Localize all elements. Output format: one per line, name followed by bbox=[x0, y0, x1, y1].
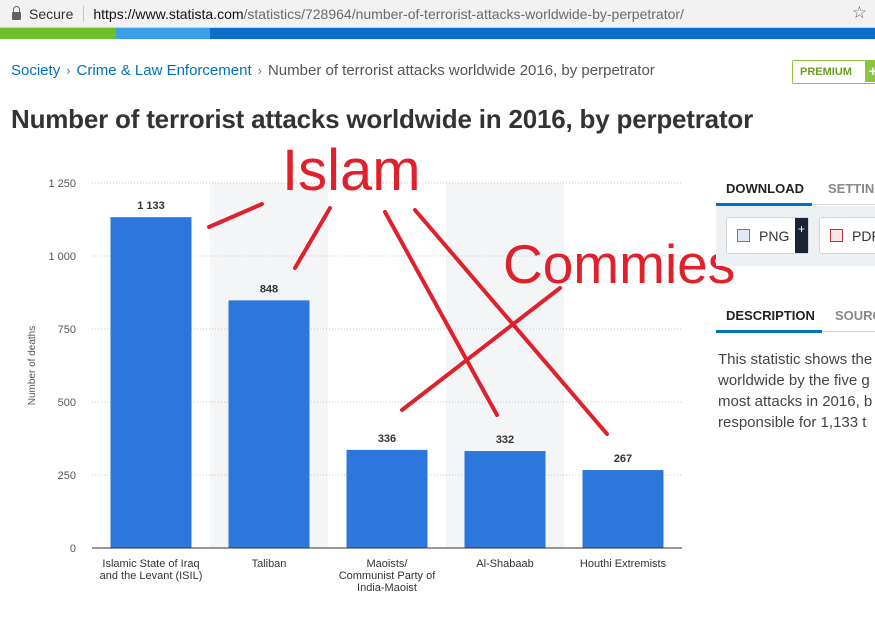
active-tab-indicator bbox=[716, 203, 812, 206]
data-label: 848 bbox=[260, 283, 278, 295]
y-tick-label: 1 000 bbox=[48, 251, 76, 263]
png-download-button[interactable]: PNG + bbox=[726, 217, 809, 254]
address-bar[interactable]: Secure https://www.statista.com/statisti… bbox=[0, 0, 875, 28]
x-tick-label: India-Maoist bbox=[357, 582, 417, 594]
nav-segment bbox=[116, 28, 210, 39]
description-text: This statistic shows the worldwide by th… bbox=[718, 349, 872, 433]
data-label: 336 bbox=[378, 433, 396, 445]
data-label: 332 bbox=[496, 434, 514, 446]
plus-icon: + bbox=[865, 61, 875, 82]
tab-download[interactable]: DOWNLOAD bbox=[726, 181, 804, 196]
x-tick-label: Maoists/ bbox=[367, 558, 409, 570]
chevron-right-icon: › bbox=[257, 63, 262, 78]
y-axis-label: Number of deaths bbox=[27, 326, 38, 406]
tab-settings[interactable]: SETTING bbox=[828, 181, 875, 196]
bar-chart: 0 250 500 750 1 000 1 250 Number of deaths 1 13… bbox=[27, 178, 682, 594]
active-tab-indicator bbox=[716, 330, 822, 333]
image-file-icon bbox=[737, 229, 750, 242]
x-tick-label: Taliban bbox=[252, 558, 287, 570]
pdf-file-icon bbox=[830, 229, 843, 242]
bar bbox=[228, 300, 310, 548]
description-line: responsible for 1,133 t bbox=[718, 414, 867, 431]
data-label: 267 bbox=[614, 453, 632, 465]
y-tick-label: 500 bbox=[58, 397, 76, 409]
bar bbox=[346, 449, 428, 548]
lock-icon bbox=[12, 5, 21, 20]
y-tick-label: 0 bbox=[70, 543, 76, 555]
breadcrumb-current: Number of terrorist attacks worldwide 20… bbox=[267, 62, 655, 79]
png-label: PNG bbox=[759, 227, 790, 244]
url-path: /statistics/728964/number-of-terrorist-a… bbox=[243, 5, 684, 22]
description-line: most attacks in 2016, b bbox=[718, 393, 873, 410]
x-tick-label: Islamic State of Iraq bbox=[102, 558, 199, 570]
nav-segment bbox=[0, 28, 116, 39]
x-tick-label: Houthi Extremists bbox=[580, 558, 667, 570]
premium-label: PREMIUM bbox=[800, 66, 852, 78]
plus-icon: + bbox=[795, 218, 808, 253]
bar bbox=[582, 470, 664, 548]
breadcrumb: Society › Crime & Law Enforcement › Number o… bbox=[11, 62, 655, 79]
bar bbox=[464, 451, 546, 548]
secure-label: Secure bbox=[29, 5, 74, 22]
data-label: 1 133 bbox=[137, 200, 165, 212]
y-tick-label: 250 bbox=[58, 470, 76, 482]
chevron-right-icon: › bbox=[66, 63, 71, 78]
x-tick-label: and the Levant (ISIL) bbox=[100, 570, 203, 582]
site-nav-strip bbox=[0, 28, 875, 39]
page-title: Number of terrorist attacks worldwide in… bbox=[11, 104, 754, 134]
breadcrumb-crime[interactable]: Crime & Law Enforcement bbox=[76, 62, 252, 79]
x-tick-label: Communist Party of bbox=[339, 570, 437, 582]
bookmark-star-icon[interactable]: ☆ bbox=[851, 3, 867, 22]
address-separator bbox=[83, 5, 85, 22]
description-line: worldwide by the five g bbox=[718, 372, 870, 389]
pdf-label: PDF bbox=[852, 227, 875, 244]
description-line: This statistic shows the bbox=[718, 351, 873, 368]
premium-button[interactable]: PREMIUM + bbox=[792, 60, 875, 84]
bar bbox=[110, 217, 192, 548]
tab-source[interactable]: SOURC bbox=[835, 308, 875, 323]
y-tick-label: 750 bbox=[58, 324, 76, 336]
pdf-download-button[interactable]: PDF bbox=[819, 217, 875, 254]
y-tick-label: 1 250 bbox=[48, 178, 76, 190]
nav-segment bbox=[210, 28, 875, 39]
tab-description[interactable]: DESCRIPTION bbox=[726, 308, 815, 323]
description-tabs: DESCRIPTION SOURC bbox=[716, 300, 875, 333]
url-domain: https://www.statista.com bbox=[93, 5, 244, 22]
x-tick-label: Al-Shabaab bbox=[476, 558, 534, 570]
breadcrumb-society[interactable]: Society bbox=[11, 62, 61, 79]
download-tabs: DOWNLOAD SETTING bbox=[716, 173, 875, 206]
download-box: PNG + PDF bbox=[716, 206, 875, 266]
